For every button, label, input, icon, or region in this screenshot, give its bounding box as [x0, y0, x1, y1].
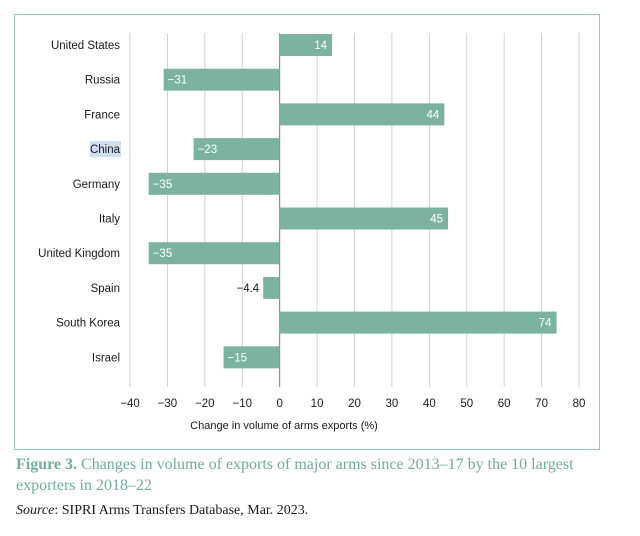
x-tick-label: −30: [158, 398, 178, 410]
category-label-text: France: [84, 109, 120, 121]
text-selection-highlight: [90, 141, 121, 158]
data-label: 74: [539, 318, 552, 330]
category-label: United States: [51, 40, 120, 52]
category-label: Germany: [73, 179, 121, 191]
bar: [163, 68, 280, 91]
category-label: China: [90, 141, 121, 158]
bar: [279, 311, 557, 334]
data-label: 45: [430, 214, 443, 226]
chart-frame: −40 −30 −20 −10 0 10 20 30 40 50 60 70 80 United Stat…: [14, 14, 600, 450]
category-label-text: Russia: [85, 75, 121, 87]
data-label: 44: [427, 109, 440, 121]
category-label: United Kingdom: [38, 248, 120, 260]
category-label-text: Italy: [99, 214, 120, 226]
x-tick-label: 30: [386, 398, 399, 410]
category-label: South Korea: [56, 318, 121, 330]
data-label: −23: [198, 144, 218, 156]
source-note: Source: SIPRI Arms Transfers Database, M…: [16, 503, 308, 519]
category-label: Spain: [91, 283, 120, 295]
bar: [263, 276, 280, 299]
figure-caption: Figure 3. Changes in volume of exports o…: [16, 454, 616, 496]
x-tick-label: 70: [535, 398, 548, 410]
source-label: Source: [16, 503, 55, 518]
data-label: −4.4: [237, 283, 260, 295]
x-tick-label: 80: [573, 398, 586, 410]
data-label: −35: [153, 248, 173, 260]
x-tick-label: 40: [423, 398, 436, 410]
bar: [279, 34, 333, 56]
category-label: Italy: [99, 214, 120, 226]
category-label: Israel: [92, 352, 120, 364]
category-label-text: China: [90, 144, 121, 156]
data-label: 14: [314, 40, 327, 52]
x-axis-title: Change in volume of arms exports (%): [190, 420, 378, 432]
category-label: France: [84, 109, 120, 121]
source-text: : SIPRI Arms Transfers Database, Mar. 20…: [54, 503, 309, 518]
x-tick-label: 60: [498, 398, 511, 410]
category-label-text: South Korea: [56, 318, 121, 330]
x-tick-label: 10: [311, 398, 324, 410]
data-label: −35: [153, 179, 173, 191]
figure-number: Figure 3.: [16, 456, 78, 473]
bar-chart: −40 −30 −20 −10 0 10 20 30 40 50 60 70 80 United Stat…: [38, 33, 586, 432]
x-tick-label: −20: [195, 398, 215, 410]
bar: [279, 103, 445, 126]
x-tick-label: −40: [120, 398, 140, 410]
x-tick-label: −10: [232, 398, 252, 410]
bar: [193, 138, 280, 161]
data-label: −31: [168, 75, 188, 87]
bar: [148, 172, 280, 195]
bar: [223, 346, 280, 369]
bar: [279, 207, 449, 230]
category-label-text: United Kingdom: [38, 248, 120, 260]
category-label: Russia: [85, 75, 121, 87]
category-label-text: Israel: [92, 352, 120, 364]
category-label-text: United States: [51, 40, 120, 52]
x-tick-label: 20: [348, 398, 361, 410]
data-label: −15: [228, 352, 248, 364]
category-label-text: Germany: [73, 179, 121, 191]
figure-caption-text: Changes in volume of exports of major ar…: [16, 456, 574, 494]
bar: [148, 242, 280, 265]
x-tick-label: 0: [276, 398, 282, 410]
category-label-text: Spain: [91, 283, 120, 295]
x-tick-label: 50: [460, 398, 473, 410]
